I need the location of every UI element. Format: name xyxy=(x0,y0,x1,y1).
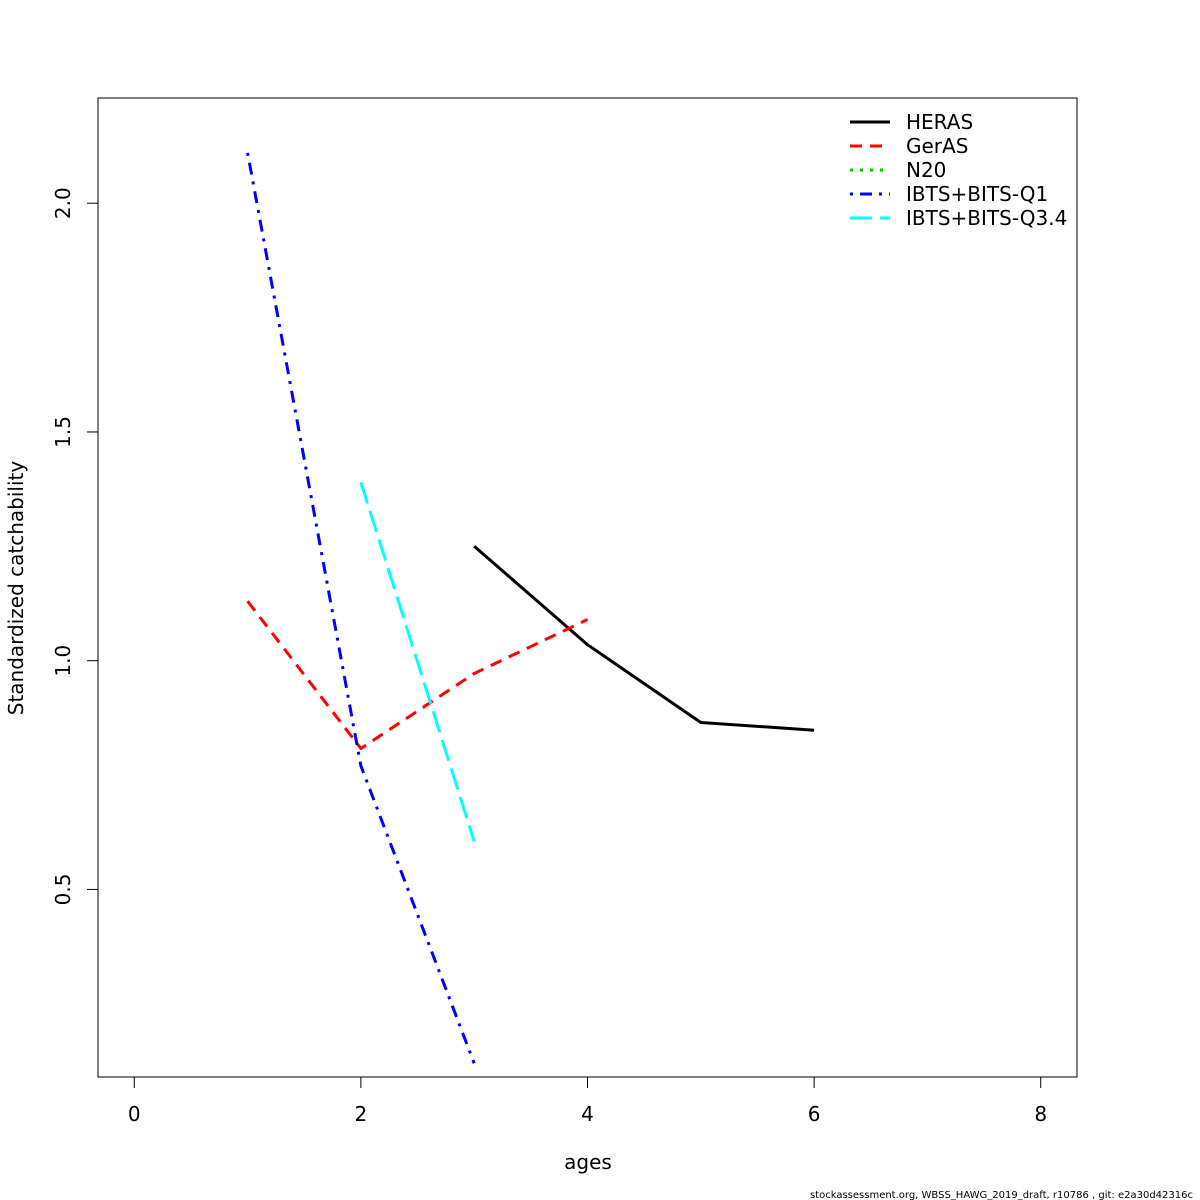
y-tick-label: 1.5 xyxy=(51,416,75,448)
legend-label: IBTS+BITS-Q1 xyxy=(906,182,1048,206)
y-axis-title: Standardized catchability xyxy=(4,461,28,716)
x-axis-title: ages xyxy=(564,1150,612,1174)
legend-label: HERAS xyxy=(906,110,973,134)
x-tick-label: 6 xyxy=(808,1102,821,1126)
x-tick-label: 0 xyxy=(128,1102,141,1126)
footer-text: stockassessment.org, WBSS_HAWG_2019_draf… xyxy=(810,1190,1193,1200)
legend-label: N20 xyxy=(906,158,946,182)
x-tick-label: 2 xyxy=(355,1102,368,1126)
series-line-ibts-bits-q1 xyxy=(246,152,476,1064)
series-line-geras xyxy=(246,600,589,750)
y-tick-label: 1.0 xyxy=(51,645,75,677)
legend-label: IBTS+BITS-Q3.4 xyxy=(906,206,1067,230)
y-tick-label: 0.5 xyxy=(51,874,75,906)
y-axis: 0.5 1.0 1.5 2.0 xyxy=(51,187,99,906)
x-axis: 0 2 4 6 8 xyxy=(128,1076,1047,1126)
x-tick-label: 8 xyxy=(1034,1102,1047,1126)
series-layer xyxy=(246,152,815,1064)
x-tick-label: 4 xyxy=(581,1102,594,1126)
legend-label: GerAS xyxy=(906,134,968,158)
plot-frame xyxy=(97,97,1078,1078)
y-tick-label: 2.0 xyxy=(51,187,75,219)
series-line-heras xyxy=(473,545,815,732)
series-line-ibts-bits-q3-4 xyxy=(359,481,476,842)
